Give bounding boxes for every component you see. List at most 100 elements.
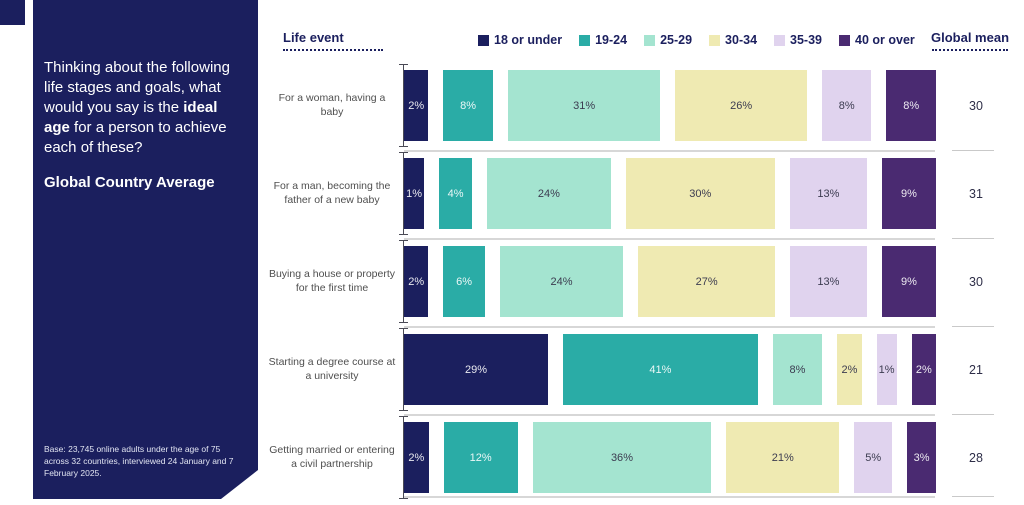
row-axis [399,152,408,235]
segment-unit: % [477,363,488,376]
bar-segment-25-29: 24% [499,246,624,317]
bar-segment-19-24: 6% [443,246,485,317]
segment-unit: % [623,451,633,464]
life-event-column-header: Life event [283,30,393,51]
segment-value: 26 [730,99,743,112]
bar-segment-35-39: 13% [789,158,867,229]
global-mean-value: 21 [969,362,983,377]
segment-value-label: 21% [772,452,794,464]
segment-value-label: 8% [903,100,919,112]
legend-item-30-34: 30-34 [709,33,757,47]
segment-value: 9 [901,275,908,288]
stacked-bar: 2% 8% 31% 26% 8% 8% [404,70,937,141]
global-mean-value: 30 [969,274,983,289]
legend-item-19-24: 19-24 [579,33,627,47]
segment-value-label: 30% [689,188,711,200]
legend-item-35-39: 35-39 [774,33,822,47]
axis-tick [399,234,408,235]
bar-segment-40-or-over: 9% [881,246,936,317]
mean-separator [952,496,994,497]
segment-value: 29 [465,363,478,376]
legend-label: 25-29 [660,33,693,47]
bar-segment-30-34: 2% [837,334,862,405]
segment-value: 2 [408,451,415,464]
segment-value: 2 [915,363,922,376]
bar-segment-19-24: 41% [563,334,758,405]
bar-segment-30-34: 27% [638,246,775,317]
bar-segment-35-39: 13% [789,246,867,317]
bar-segment-40-or-over: 9% [881,158,936,229]
segment-value: 8 [838,99,845,112]
segment-value: 24 [537,187,551,200]
legend-swatch-40-or-over [839,34,851,46]
bar-segment-30-34: 21% [726,422,840,493]
segment-unit: % [414,275,425,288]
row-separator [404,326,935,328]
segment-value-label: 1% [879,364,895,376]
bar-segment-18-or-under: 2% [404,422,429,493]
legend-label: 18 or under [494,33,563,47]
row-label: For a woman, having a baby [278,92,386,118]
bar-segment-40-or-over: 2% [911,334,936,405]
segment-value: 5 [865,451,872,464]
bar-segment-30-34: 26% [675,70,807,141]
bar-segment-40-or-over: 8% [886,70,937,141]
corner-decoration [0,0,25,25]
mean-separator [952,150,994,151]
segment-value: 41 [649,363,662,376]
global-mean-value: 31 [969,186,983,201]
segment-unit: % [550,187,560,200]
segment-value-label: 24% [551,276,573,288]
segment-unit: % [742,99,753,112]
segment-value-label: 1% [406,188,422,200]
segment-value-label: 41% [649,364,671,376]
axis-tick [399,328,408,329]
bar-segment-40-or-over: 3% [907,422,936,493]
legend-item-18-or-under: 18 or under [478,33,562,47]
segment-value-label: 6% [456,276,472,288]
segment-value: 1 [406,187,413,200]
segment-unit: % [466,99,477,112]
segment-value-label: 2% [841,364,857,376]
segment-value-label: 12% [470,452,492,464]
segment-unit: % [919,451,930,464]
bar-segment-18-or-under: 2% [404,70,429,141]
segment-unit: % [844,99,855,112]
axis-tick [399,152,408,153]
segment-value-label: 8% [460,100,476,112]
legend-swatch-19-24 [579,34,591,46]
segment-unit: % [661,363,672,376]
question-bold-phrase: ideal age [44,99,218,136]
mean-separator [952,238,994,239]
segment-value-label: 13% [817,188,839,200]
segment-value-label: 2% [408,276,424,288]
bar-segment-35-39: 1% [876,334,897,405]
bar-segment-25-29: 8% [772,334,823,405]
segment-unit: % [707,275,718,288]
stacked-bar: 2% 6% 24% 27% 13% 9% [404,246,936,317]
bar-segment-18-or-under: 29% [404,334,549,405]
segment-value: 8 [789,363,796,376]
segment-unit: % [884,363,895,376]
segment-unit: % [585,99,596,112]
bar-segment-19-24: 12% [443,422,518,493]
segment-value: 13 [817,187,830,200]
segment-value-label: 2% [408,452,424,464]
segment-value-label: 9% [901,276,917,288]
row-separator [404,238,935,240]
dotted-underline [932,49,1008,51]
legend-item-25-29: 25-29 [644,33,692,47]
segment-value-label: 13% [817,276,839,288]
segment-unit: % [907,187,917,200]
segment-value-label: 29% [465,364,487,376]
segment-value-label: 4% [448,188,464,200]
axis-tick [399,146,408,147]
row-label: For a man, becoming the father of a new … [273,180,391,206]
question-panel: Thinking about the following life stages… [33,0,258,499]
row-axis [399,240,408,323]
axis-tick [399,64,408,65]
segment-value-label: 2% [408,100,424,112]
row-separator [404,496,935,498]
legend-label: 19-24 [595,33,628,47]
legend-swatch-35-39 [774,34,786,46]
